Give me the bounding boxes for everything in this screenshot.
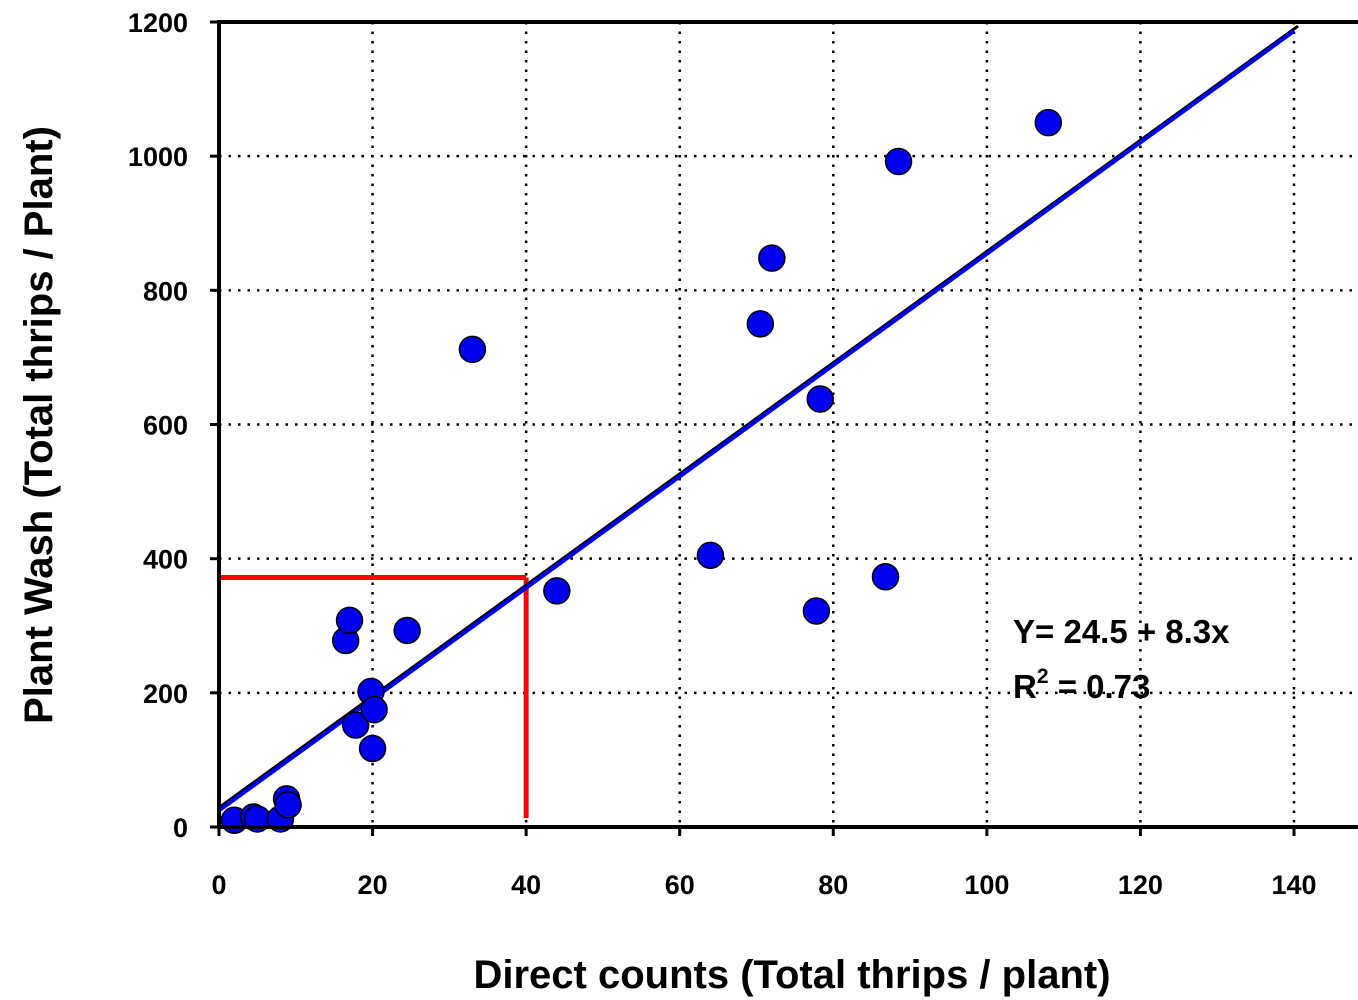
regression-line xyxy=(217,24,1299,813)
x-axis-title: Direct counts (Total thrips / plant) xyxy=(473,953,1110,997)
data-point xyxy=(458,335,487,364)
x-tick-label: 40 xyxy=(511,870,541,900)
data-point xyxy=(746,310,775,338)
r-squared-prefix: R xyxy=(1013,668,1037,705)
data-point xyxy=(802,597,831,625)
y-tick-label: 200 xyxy=(143,679,188,709)
r-squared-superscript: 2 xyxy=(1037,665,1049,688)
data-point xyxy=(696,541,725,570)
data-points xyxy=(220,108,1063,835)
data-point xyxy=(335,606,364,635)
y-tick-label: 1200 xyxy=(128,8,188,38)
data-point xyxy=(871,563,900,591)
data-point xyxy=(543,577,571,605)
data-point xyxy=(341,711,370,739)
r-squared-label: R2 = 0.73 xyxy=(1013,665,1150,705)
data-point xyxy=(274,791,302,819)
regression-line-fit xyxy=(217,29,1296,813)
x-tick-label: 140 xyxy=(1271,870,1316,900)
reference-lines xyxy=(219,574,529,818)
r-squared-value: = 0.73 xyxy=(1049,668,1151,705)
data-point xyxy=(884,147,913,176)
y-tick-label: 1000 xyxy=(128,142,188,172)
data-point xyxy=(1034,108,1063,137)
x-tick-label: 60 xyxy=(665,870,695,900)
y-tick-label: 400 xyxy=(143,545,188,575)
data-point xyxy=(358,734,387,763)
data-point xyxy=(393,616,421,645)
x-tick-label: 80 xyxy=(818,870,848,900)
y-tick-label: 800 xyxy=(143,276,188,306)
data-point xyxy=(806,385,834,413)
axes xyxy=(210,20,1358,836)
y-tick-label: 0 xyxy=(173,813,188,843)
y-tick-label: 600 xyxy=(143,411,188,441)
grid-lines xyxy=(219,22,1358,827)
data-point xyxy=(758,244,786,272)
x-tick-label: 120 xyxy=(1118,870,1163,900)
regression-equation: Y= 24.5 + 8.3x xyxy=(1013,613,1230,650)
x-tick-label: 20 xyxy=(358,870,388,900)
x-tick-label: 0 xyxy=(211,870,226,900)
data-point xyxy=(360,695,388,724)
x-tick-label: 100 xyxy=(964,870,1009,900)
y-axis-title: Plant Wash (Total thrips / Plant) xyxy=(17,126,61,724)
tick-labels: 0 20 40 60 80 100 120 140 0 200 400 600 800 1000 1200 xyxy=(128,8,1317,900)
